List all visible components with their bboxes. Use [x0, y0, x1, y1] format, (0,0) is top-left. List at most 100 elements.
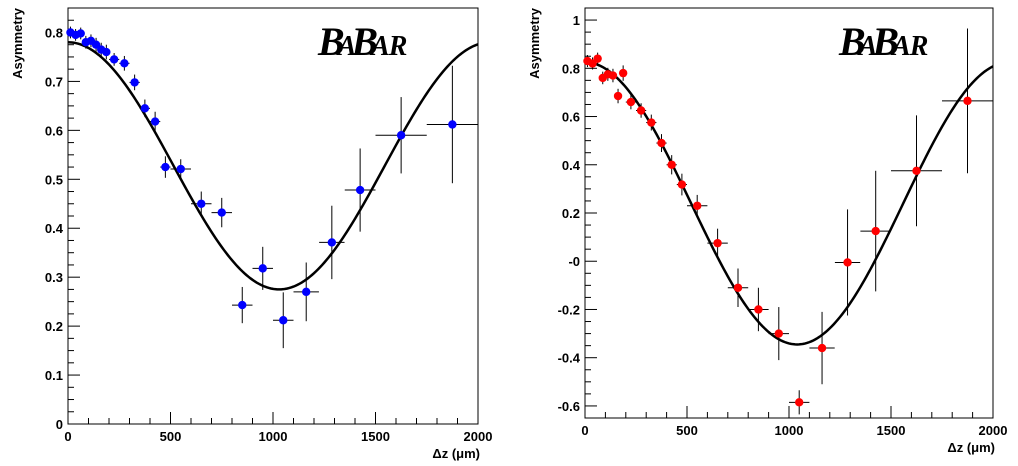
data-point [860, 170, 891, 292]
x-tick-label: 1500 [877, 423, 906, 438]
y-tick-label: 0.6 [562, 110, 580, 125]
y-axis-title: Asymmetry [10, 7, 25, 79]
data-marker [713, 238, 722, 248]
data-point [748, 287, 769, 332]
data-point [834, 209, 861, 316]
data-marker [217, 208, 226, 217]
logo-letter: A [336, 31, 357, 62]
data-marker [140, 104, 150, 113]
y-tick-label: -0.2 [558, 302, 580, 317]
data-marker [258, 264, 267, 273]
y-tick-label: 0.4 [562, 158, 581, 173]
logo-letter: B [317, 19, 345, 64]
data-marker [120, 59, 129, 68]
data-point [707, 228, 728, 258]
left-asymmetry-chart: 0 500 1000 1500 2000 0 0.1 0.2 0.3 0.4 0.5 0.6 0.7 0.… [10, 7, 492, 461]
data-point [191, 191, 212, 216]
data-marker [327, 238, 337, 247]
data-point [666, 155, 677, 175]
data-point [293, 262, 319, 322]
y-tick-label: 0.8 [562, 61, 580, 76]
data-point [119, 55, 130, 71]
data-marker [733, 283, 743, 292]
data-point [375, 97, 427, 174]
data-marker [608, 71, 618, 80]
y-tick-label: -0 [568, 254, 580, 269]
data-point [618, 65, 628, 81]
right-asymmetry-chart: 0 500 1000 1500 2000 -0.6 -0.4 -0.2 -0 0.2 0.4 0.6 0… [527, 7, 1008, 455]
data-point [646, 114, 657, 131]
data-point [809, 311, 835, 385]
data-point [608, 68, 618, 83]
data-point [613, 88, 623, 104]
y-tick-label: -0.6 [558, 399, 580, 414]
data-point [625, 94, 636, 110]
y-tick-label: 0.6 [45, 123, 63, 138]
data-marker [754, 305, 763, 314]
data-marker [636, 106, 646, 115]
logo-letter: A [857, 31, 878, 62]
logo-letter: R [388, 31, 408, 62]
data-marker [871, 226, 880, 236]
x-tick-label: 0 [581, 423, 588, 438]
data-point [727, 268, 749, 308]
data-point [232, 286, 253, 324]
data-point [768, 307, 789, 361]
y-tick-label: 0.7 [45, 74, 63, 89]
data-marker [613, 91, 623, 101]
data-marker [279, 316, 288, 325]
data-point [636, 103, 647, 118]
logo-letter: A [890, 31, 911, 62]
data-marker [176, 164, 185, 174]
data-point [150, 111, 161, 132]
data-point [273, 292, 294, 349]
y-tick-label: 0.4 [45, 221, 64, 236]
babar-logo: BABAR [317, 19, 407, 64]
y-tick-label: 0.1 [45, 368, 63, 383]
data-marker [626, 97, 636, 107]
data-marker [197, 199, 206, 208]
x-tick-label: 2000 [979, 423, 1008, 438]
y-axis-title: Asymmetry [527, 7, 542, 79]
x-axis-title: Δz (μm) [947, 440, 995, 455]
x-tick-label: 1000 [259, 429, 288, 444]
data-marker [618, 68, 628, 78]
y-tick-label: 1 [573, 13, 580, 28]
y-tick-label: 0.2 [562, 206, 580, 221]
data-marker [448, 120, 457, 129]
plot-frame [67, 7, 479, 425]
data-point [109, 53, 120, 66]
logo-letter: B [838, 19, 866, 64]
data-point [139, 99, 150, 118]
x-tick-label: 1000 [775, 423, 804, 438]
data-point [170, 159, 191, 179]
data-point [891, 115, 942, 227]
data-marker [843, 258, 852, 267]
x-tick-label: 500 [676, 423, 698, 438]
data-point [426, 65, 478, 184]
left-chart-panel: 0 500 1000 1500 2000 0 0.1 0.2 0.3 0.4 0.5 0.6 0.7 0.… [10, 7, 492, 461]
data-marker [355, 185, 365, 195]
data-point [76, 27, 85, 40]
data-point [687, 194, 708, 217]
data-point [656, 134, 667, 152]
data-marker [76, 29, 85, 38]
data-marker [593, 54, 602, 63]
data-marker [795, 398, 804, 407]
data-point [160, 156, 171, 178]
logo-letter: R [909, 31, 929, 62]
y-tick-label: 0.8 [45, 25, 63, 40]
plot-frame [584, 7, 994, 419]
data-point [583, 55, 592, 68]
data-marker [693, 201, 702, 210]
data-marker [667, 160, 676, 169]
data-point [676, 173, 687, 196]
data-point [319, 205, 345, 280]
data-marker [161, 162, 170, 172]
data-marker [774, 329, 783, 338]
data-point [789, 390, 810, 415]
data-marker [647, 118, 656, 127]
x-tick-label: 1500 [361, 429, 390, 444]
data-point [942, 28, 993, 174]
data-point [102, 44, 111, 60]
